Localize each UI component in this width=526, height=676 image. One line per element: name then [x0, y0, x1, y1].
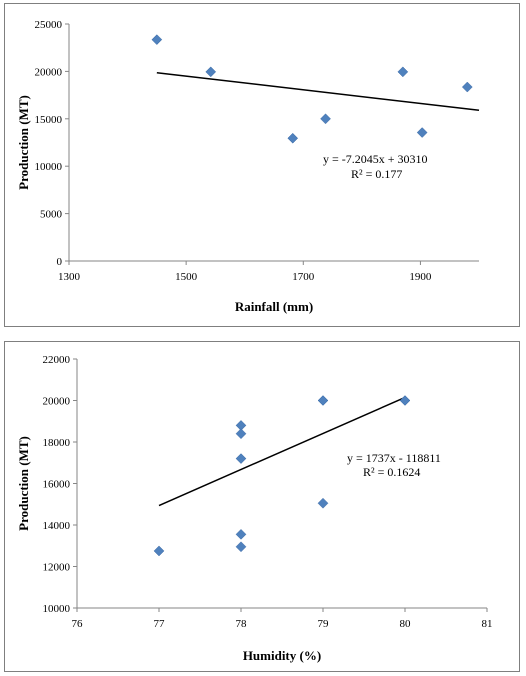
r-squared-label: R² = 0.177	[351, 167, 402, 181]
y-axis-title: Production (MT)	[16, 436, 31, 531]
x-tick-label: 1900	[409, 271, 432, 283]
y-tick-label: 22000	[43, 354, 71, 366]
y-axis-title: Production (MT)	[16, 95, 31, 190]
x-tick-label: 80	[400, 618, 412, 630]
y-tick-label: 10000	[43, 603, 71, 615]
trendline	[158, 396, 406, 507]
data-point	[317, 497, 329, 509]
y-tick-label: 16000	[43, 479, 71, 491]
x-tick-label: 78	[236, 618, 248, 630]
data-point	[461, 81, 473, 93]
data-point	[397, 66, 409, 78]
x-tick-label: 1700	[292, 271, 315, 283]
y-tick-label: 14000	[43, 520, 71, 532]
data-point	[205, 66, 217, 78]
y-tick-label: 10000	[35, 161, 63, 173]
x-axis-title: Rainfall (mm)	[235, 299, 313, 314]
trendline-equation: y = 1737x - 118811	[347, 451, 441, 465]
data-point	[399, 395, 411, 406]
r-squared-label: R² = 0.1624	[363, 465, 420, 479]
data-point	[416, 127, 428, 138]
data-point	[153, 545, 165, 557]
y-tick-label: 12000	[43, 562, 71, 574]
x-axis-title: Humidity (%)	[243, 648, 321, 663]
humidity-chart-panel: 10000 12000 14000 16000 18000 20000 22000 76 77 7…	[4, 341, 520, 672]
rainfall-chart-panel: 0 5000 10000 15000 20000 25000 1300 1500 1700 190…	[4, 3, 520, 327]
y-tick-label: 20000	[35, 66, 63, 78]
y-tick-label: 25000	[35, 19, 63, 31]
trendline-equation: y = -7.2045x + 30310	[323, 152, 428, 166]
data-point	[320, 113, 331, 125]
trendline	[156, 71, 480, 112]
data-point	[235, 541, 247, 553]
data-point	[287, 132, 299, 144]
data-point	[235, 453, 247, 464]
y-tick-label: 0	[57, 256, 63, 268]
x-tick-label: 76	[72, 618, 84, 630]
x-tick-label: 81	[482, 618, 493, 630]
x-tick-label: 1300	[58, 271, 81, 283]
x-tick-label: 77	[154, 618, 166, 630]
data-point	[151, 34, 163, 45]
rainfall-production-chart: 0 5000 10000 15000 20000 25000 1300 1500 1700 190…	[16, 19, 480, 314]
y-tick-label: 20000	[43, 396, 71, 408]
humidity-production-chart: 10000 12000 14000 16000 18000 20000 22000 76 77 7…	[16, 354, 493, 663]
x-tick-label: 1500	[175, 271, 198, 283]
data-point	[235, 428, 247, 440]
y-tick-label: 5000	[40, 209, 63, 221]
data-point	[235, 528, 247, 540]
y-tick-label: 15000	[35, 114, 63, 126]
x-tick-label: 79	[318, 618, 330, 630]
y-tick-label: 18000	[43, 437, 71, 449]
data-point	[317, 395, 329, 406]
